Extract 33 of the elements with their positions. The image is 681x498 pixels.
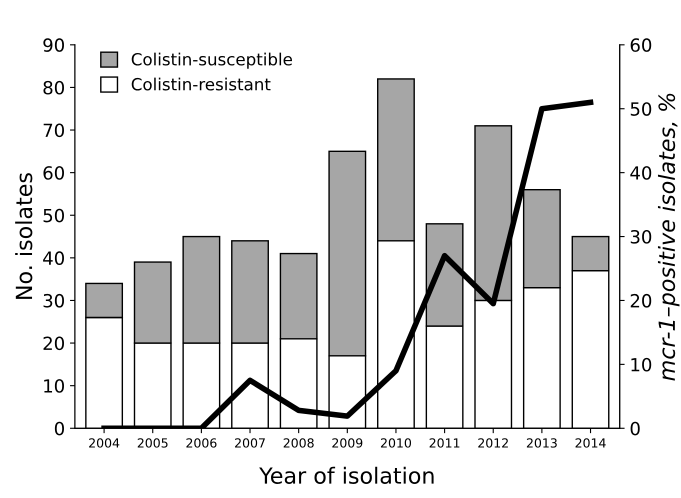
- x-axis-title: Year of isolation: [259, 466, 434, 484]
- x-tick-label: 2004: [89, 438, 120, 448]
- y-tick-label: 80: [43, 80, 64, 95]
- y-tick-label: 40: [43, 251, 64, 265]
- y2-axis-title: mcr-1–positive isolates, %: [658, 94, 680, 381]
- x-tick-label: 2006: [186, 438, 216, 448]
- y-tick-label: 30: [44, 294, 64, 308]
- y2-tick-label: 10: [631, 358, 652, 372]
- y2-tick-label: 60: [630, 38, 652, 52]
- x-tick-label: 2014: [576, 438, 606, 448]
- x-tick-label: 2010: [380, 438, 412, 448]
- x-tick-label: 2012: [478, 438, 508, 448]
- y-tick-label: 0: [54, 422, 64, 436]
- x-tick-label: 2005: [138, 438, 168, 448]
- y2-tick-label: 20: [630, 294, 652, 308]
- y2-tick-label: 40: [630, 166, 652, 180]
- x-tick-label: 2013: [526, 438, 557, 448]
- y2-tick-label: 50: [630, 102, 652, 116]
- y-tick-label: 70: [44, 123, 64, 138]
- x-tick-label: 2008: [284, 438, 314, 448]
- y-tick-label: 20: [44, 336, 64, 350]
- y-tick-label: 60: [43, 166, 64, 180]
- y-tick-label: 10: [44, 379, 64, 393]
- x-tick-label: 2011: [430, 438, 460, 448]
- y2-tick-label: 0: [630, 422, 640, 436]
- x-tick-label: 2009: [332, 438, 362, 448]
- legend-label: Colistin-resistant: [132, 78, 270, 91]
- x-tick-label: 2007: [235, 438, 265, 448]
- y-tick-label: 50: [44, 208, 64, 222]
- legend-label: Colistin-susceptible: [132, 52, 292, 69]
- y-tick-label: 90: [43, 38, 64, 52]
- y2-tick-label: 30: [630, 230, 652, 244]
- y-axis-title: No. isolates: [15, 173, 32, 299]
